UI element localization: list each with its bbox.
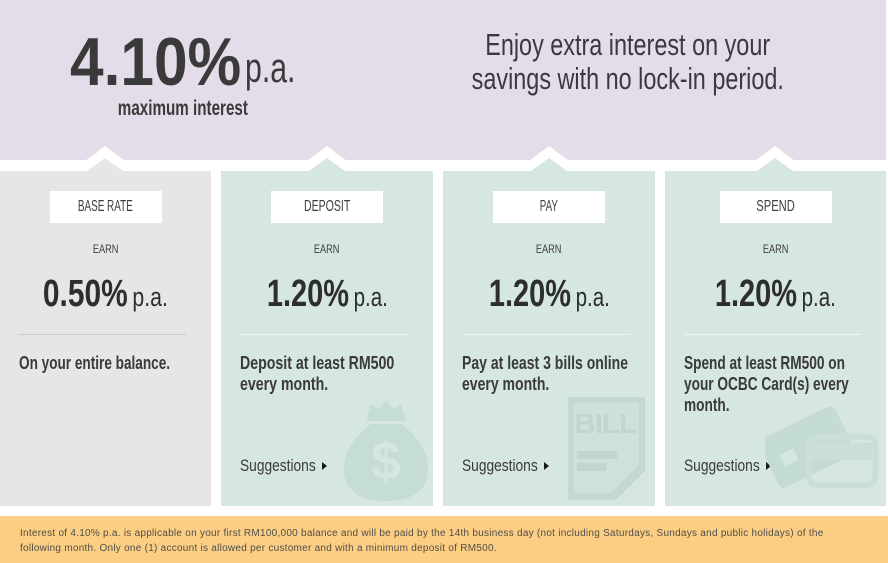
svg-text:$: $: [371, 431, 401, 491]
svg-text:BILL: BILL: [574, 409, 636, 440]
